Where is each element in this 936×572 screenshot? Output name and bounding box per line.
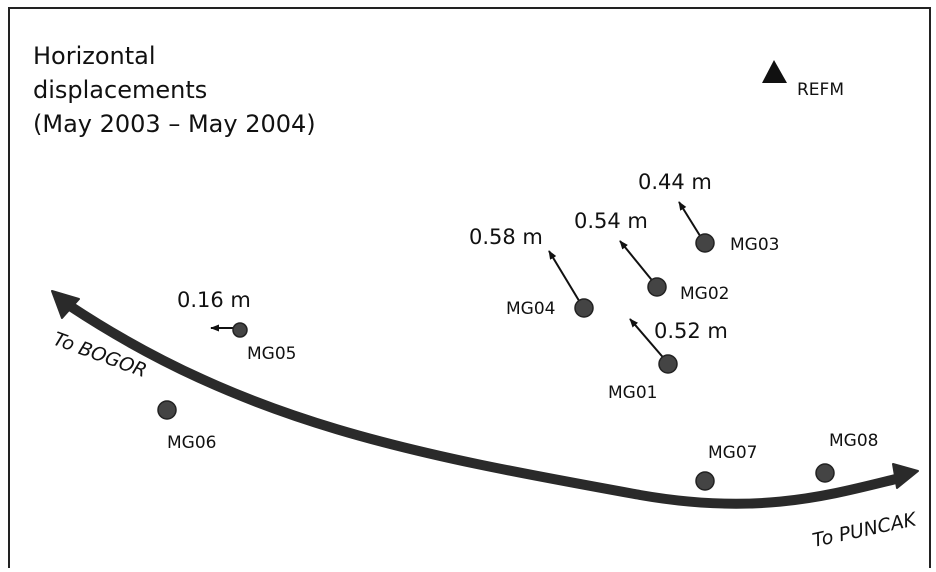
road-line [67, 301, 902, 509]
station-mg04: MG04 0.58 m [469, 225, 594, 319]
vector-mg02 [619, 240, 656, 285]
stations: MG01 0.52 m MG02 0.54 m MG03 0.44 m MG04… [157, 170, 878, 491]
station-label: MG01 [608, 383, 657, 403]
station-marker [157, 400, 177, 420]
road-arrow-west-icon [51, 290, 80, 319]
title-line-3: (May 2003 – May 2004) [33, 110, 316, 138]
station-marker [815, 463, 835, 483]
station-marker [574, 298, 594, 318]
vector-mg03 [678, 201, 703, 240]
triangle-icon [762, 60, 787, 83]
station-marker [695, 471, 715, 491]
station-label: MG08 [829, 431, 878, 451]
station-label: MG02 [680, 284, 729, 304]
station-label: MG06 [167, 433, 216, 453]
road-label-bogor: To BOGOR [50, 328, 149, 382]
road-label-puncak: To PUNCAK [810, 508, 919, 552]
displacement-label: 0.58 m [469, 225, 543, 249]
station-mg08: MG08 [815, 431, 878, 483]
station-mg03: MG03 0.44 m [638, 170, 779, 255]
station-mg05: MG05 0.16 m [177, 288, 296, 364]
station-mg02: MG02 0.54 m [574, 209, 729, 304]
figure-frame [8, 7, 931, 572]
displacement-label: 0.16 m [177, 288, 251, 312]
reference-point: REFM [762, 60, 844, 100]
station-label: MG04 [506, 299, 555, 319]
road: To BOGOR To PUNCAK [50, 290, 919, 552]
title-line-2: displacements [33, 76, 207, 104]
displacement-vectors [210, 201, 703, 363]
station-mg01: MG01 0.52 m [608, 319, 728, 403]
station-label: MG07 [708, 443, 757, 463]
vector-mg04 [548, 250, 582, 305]
displacement-label: 0.54 m [574, 209, 648, 233]
diagram-title: Horizontal displacements (May 2003 – May… [33, 42, 316, 138]
road-arrow-east-icon [892, 463, 919, 489]
station-marker [647, 277, 667, 297]
vector-mg01 [629, 318, 668, 363]
station-marker [658, 354, 678, 374]
station-mg07: MG07 [695, 443, 757, 491]
station-marker [232, 322, 248, 338]
title-line-1: Horizontal [33, 42, 156, 70]
station-label: MG03 [730, 235, 779, 255]
station-mg06: MG06 [157, 400, 216, 453]
station-marker [695, 233, 715, 253]
reference-label: REFM [797, 80, 844, 100]
displacement-label: 0.52 m [654, 319, 728, 343]
displacement-label: 0.44 m [638, 170, 712, 194]
station-label: MG05 [247, 344, 296, 364]
